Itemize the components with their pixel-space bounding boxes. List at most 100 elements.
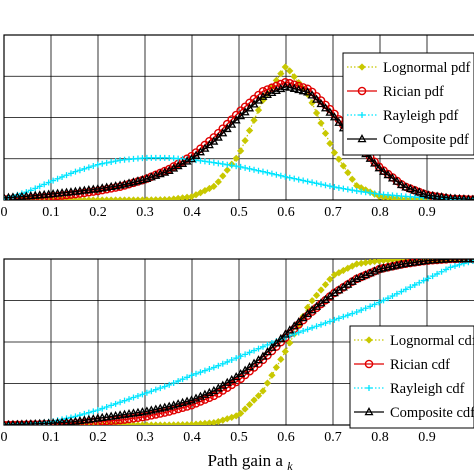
legend-label: Rician cdf bbox=[390, 357, 450, 373]
data-point bbox=[237, 353, 244, 360]
data-point bbox=[59, 173, 66, 180]
data-point bbox=[232, 412, 240, 420]
data-point bbox=[84, 185, 94, 194]
data-point bbox=[295, 329, 302, 336]
data-point bbox=[112, 400, 119, 407]
data-point bbox=[331, 316, 338, 323]
data-point bbox=[456, 193, 463, 200]
data-point bbox=[432, 259, 442, 264]
data-point bbox=[14, 419, 21, 425]
data-point bbox=[240, 107, 250, 116]
data-point bbox=[291, 331, 298, 338]
data-point bbox=[4, 420, 7, 425]
data-point bbox=[294, 84, 304, 94]
data-point bbox=[268, 371, 276, 379]
data-point bbox=[407, 284, 414, 291]
data-point bbox=[389, 293, 396, 300]
data-point bbox=[254, 392, 263, 400]
data-point bbox=[401, 182, 411, 191]
data-point bbox=[318, 321, 325, 328]
x-tick-label: 0.6 bbox=[277, 430, 295, 445]
data-point bbox=[39, 189, 49, 199]
x-tick-label: 0.8 bbox=[371, 430, 389, 445]
data-point bbox=[367, 303, 374, 310]
data-point bbox=[231, 115, 241, 124]
data-point bbox=[379, 166, 389, 175]
data-point bbox=[45, 179, 52, 186]
legend-marker bbox=[359, 112, 365, 118]
data-point bbox=[130, 394, 137, 401]
data-point bbox=[454, 259, 464, 263]
data-point bbox=[175, 378, 182, 385]
data-point bbox=[10, 419, 16, 425]
data-point bbox=[317, 286, 325, 294]
data-point bbox=[432, 191, 442, 200]
data-point bbox=[94, 161, 101, 168]
x-tick-label: 0.4 bbox=[183, 205, 201, 220]
data-point bbox=[264, 341, 271, 348]
data-point bbox=[384, 295, 391, 302]
data-point bbox=[281, 63, 289, 71]
data-point bbox=[289, 321, 299, 330]
data-point bbox=[227, 115, 237, 124]
legend-marker bbox=[358, 63, 366, 71]
data-point bbox=[290, 73, 298, 81]
series-line bbox=[4, 64, 474, 200]
data-point bbox=[423, 190, 433, 199]
data-point bbox=[263, 379, 272, 387]
data-point bbox=[267, 342, 277, 351]
data-point bbox=[210, 364, 217, 371]
data-point bbox=[254, 106, 263, 114]
data-point bbox=[335, 155, 343, 163]
data-point bbox=[160, 408, 170, 417]
data-point bbox=[264, 169, 271, 176]
data-point bbox=[277, 355, 285, 364]
data-point bbox=[41, 181, 48, 188]
x-tick-label: 0.6 bbox=[277, 205, 295, 220]
data-point bbox=[353, 309, 360, 316]
data-point bbox=[115, 415, 125, 425]
data-point bbox=[155, 409, 165, 418]
legend-label: Lognormal pdf bbox=[383, 60, 471, 76]
data-point bbox=[219, 360, 226, 367]
data-point bbox=[108, 158, 115, 165]
data-point bbox=[4, 194, 9, 200]
data-point bbox=[291, 175, 298, 182]
data-point bbox=[66, 416, 76, 425]
data-point bbox=[173, 404, 183, 414]
legend-label: Rayleigh cdf bbox=[390, 381, 465, 397]
data-point bbox=[344, 312, 351, 319]
x-tick-label: 0.5 bbox=[230, 205, 248, 220]
data-point bbox=[405, 183, 415, 193]
data-point bbox=[166, 381, 173, 388]
data-point bbox=[258, 87, 268, 96]
data-point bbox=[322, 320, 329, 327]
data-point bbox=[304, 178, 311, 185]
data-point bbox=[334, 117, 344, 126]
data-point bbox=[233, 163, 240, 170]
data-point bbox=[53, 188, 63, 197]
data-point bbox=[62, 187, 72, 196]
legend-label: Rayleigh pdf bbox=[383, 108, 458, 124]
legend: Lognormal pdf Rician pdf Rayleigh pdf Compo… bbox=[342, 52, 474, 156]
data-point bbox=[380, 297, 387, 304]
data-point bbox=[309, 179, 316, 186]
data-point bbox=[76, 167, 83, 174]
cdf-chart: 0 0.1 0.2 0.3 0.4 0.5 0.6 0.7 0.8 0.9 Path gain a … bbox=[1, 258, 474, 473]
data-point bbox=[322, 182, 329, 189]
data-point bbox=[303, 87, 313, 96]
data-point bbox=[57, 417, 67, 425]
data-point bbox=[53, 417, 62, 425]
data-point bbox=[224, 358, 231, 365]
legend-entry: Rician cdf bbox=[354, 357, 450, 373]
data-point bbox=[398, 288, 405, 295]
data-point bbox=[103, 403, 110, 410]
data-point bbox=[192, 370, 199, 377]
data-point bbox=[259, 387, 267, 395]
data-point bbox=[178, 403, 187, 413]
data-point bbox=[276, 333, 286, 343]
x-tick-label: 0.9 bbox=[418, 205, 436, 220]
data-point bbox=[446, 259, 455, 263]
pdf-chart: 0 0.1 0.2 0.3 0.4 0.5 0.6 0.7 0.8 0.9 Lognormal pd… bbox=[1, 34, 474, 220]
